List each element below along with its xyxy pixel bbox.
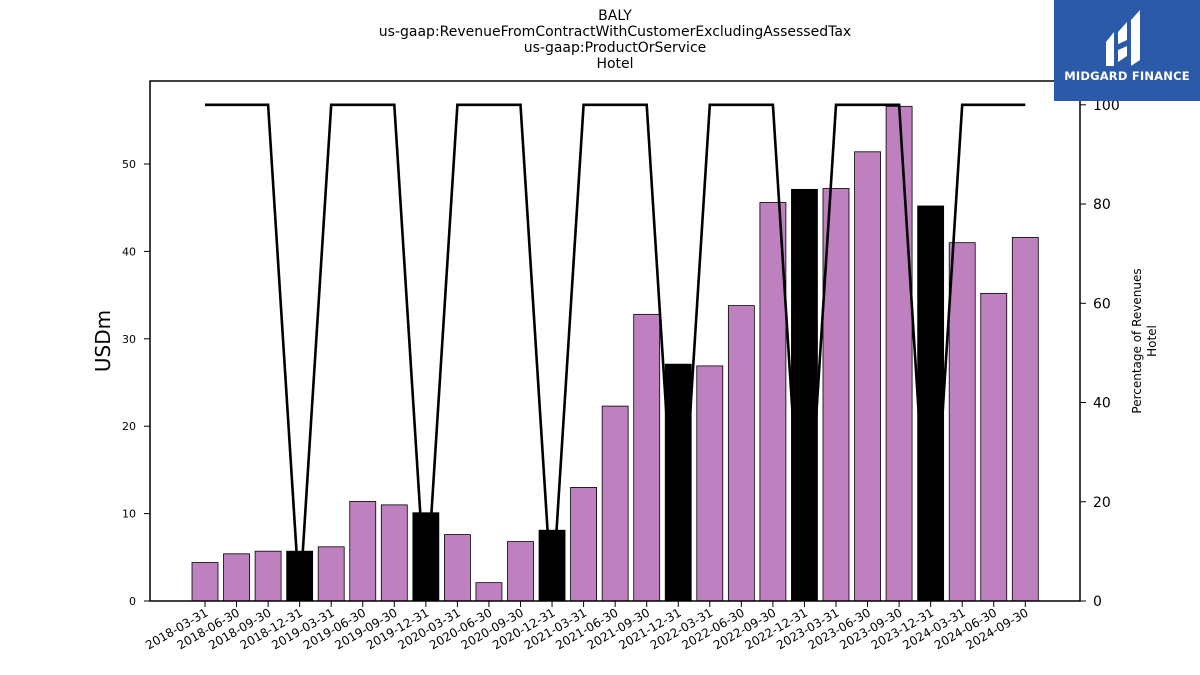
bar-2024-03-31 <box>948 242 976 602</box>
y2-tick-label: 40 <box>1093 396 1111 412</box>
bar-2021-09-30 <box>633 313 661 602</box>
bar-2019-09-30 <box>380 504 408 602</box>
y-tick-label: 20 <box>122 420 136 433</box>
midgard-logo: MIDGARD FINANCE <box>1054 0 1200 101</box>
y2-axis-label-line-2: Hotel <box>1145 325 1159 357</box>
bar-2020-12-31 <box>538 529 566 602</box>
bar-2021-06-30 <box>601 405 629 602</box>
y2-tick-label: 60 <box>1093 296 1111 312</box>
bar-2021-12-31 <box>664 363 692 602</box>
y-tick-label: 10 <box>122 508 136 521</box>
y2-axis-label-line-1: Percentage of Revenues <box>1130 268 1144 413</box>
bar-series <box>191 105 1039 602</box>
chart-title-line-1: BALY <box>598 8 632 24</box>
logo-text: MIDGARD FINANCE <box>1064 69 1190 83</box>
chart-title-line-3: us-gaap:ProductOrService <box>524 40 707 56</box>
bar-2018-09-30 <box>254 550 282 602</box>
y-tick-label: 50 <box>122 158 136 171</box>
bar-2018-03-31 <box>191 562 219 602</box>
y-axis-right: 0 20 40 60 80 100 <box>1080 98 1120 610</box>
bar-2020-03-31 <box>443 534 471 602</box>
y2-tick-label: 80 <box>1093 197 1111 213</box>
y2-tick-label: 0 <box>1093 594 1102 610</box>
y2-tick-label: 20 <box>1093 495 1111 511</box>
bar-2024-06-30 <box>980 292 1008 602</box>
y-axis-left: 0 10 20 30 40 50 <box>122 158 150 608</box>
y-tick-label: 40 <box>122 245 136 258</box>
bar-2023-12-31 <box>917 205 945 602</box>
percentage-line-series <box>205 103 1026 602</box>
y-tick-label: 30 <box>122 333 136 346</box>
bar-2022-09-30 <box>759 202 787 602</box>
bar-2022-06-30 <box>727 305 755 602</box>
bar-2022-03-31 <box>696 365 724 602</box>
chart-title-line-2: us-gaap:RevenueFromContractWithCustomerE… <box>379 24 851 40</box>
x-axis: 2018-03-312018-06-302018-09-302018-12-31… <box>143 601 1031 652</box>
bar-2023-06-30 <box>854 151 881 602</box>
bar-2020-06-30 <box>475 582 503 602</box>
y2-tick-label: 100 <box>1093 98 1120 114</box>
bar-2018-06-30 <box>223 553 250 602</box>
midgard-logo-icon <box>1106 10 1140 66</box>
chart-title-line-4: Hotel <box>596 56 633 72</box>
bar-2021-03-31 <box>570 486 597 602</box>
bar-2019-06-30 <box>349 500 377 602</box>
bar-2023-09-30 <box>885 105 913 602</box>
bar-2022-12-31 <box>791 188 818 602</box>
bar-2020-09-30 <box>507 541 534 602</box>
y-tick-label: 0 <box>129 595 136 608</box>
bar-2024-09-30 <box>1011 237 1039 602</box>
percentage-line <box>205 103 1026 602</box>
bar-2019-03-31 <box>317 546 345 602</box>
chart-title: BALY us-gaap:RevenueFromContractWithCust… <box>379 8 851 72</box>
y-axis-label: USDm <box>91 310 115 372</box>
